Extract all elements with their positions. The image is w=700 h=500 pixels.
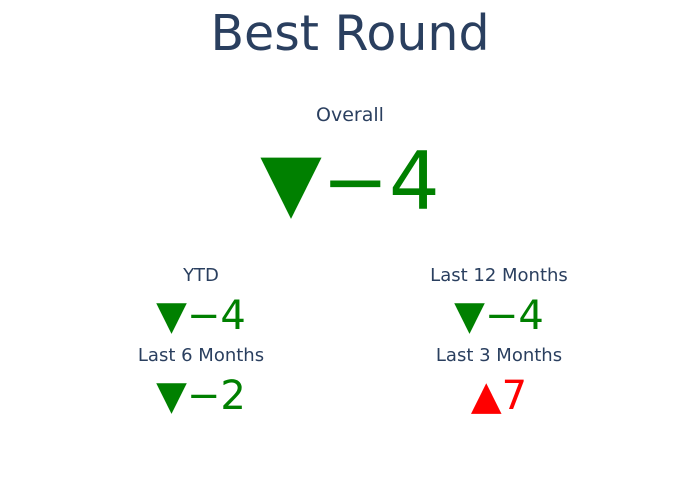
indicator-label-overall: Overall <box>316 104 384 126</box>
indicator-label-last6: Last 6 Months <box>137 345 265 366</box>
indicator-label-last12: Last 12 Months <box>430 265 568 286</box>
indicator-delta-last12: ▼−4 <box>454 293 544 339</box>
chart-title: Best Round <box>210 5 490 62</box>
indicator-delta-ytd: ▼−4 <box>156 293 246 339</box>
indicator-label-ytd: YTD <box>183 265 219 286</box>
indicator-delta-last6: ▼−2 <box>156 373 246 419</box>
indicator-delta-last3: ▲7 <box>470 373 528 419</box>
indicator-label-last3: Last 3 Months <box>435 345 563 366</box>
indicator-delta-overall: ▼−4 <box>260 135 440 228</box>
